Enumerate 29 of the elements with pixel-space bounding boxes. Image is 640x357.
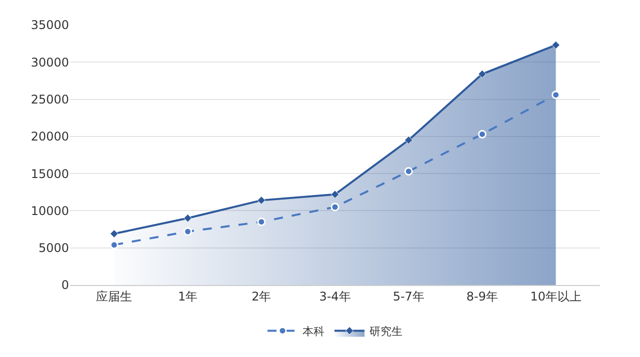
point (330, 202, 340, 212)
point (257, 196, 266, 204)
point (257, 218, 266, 226)
y-tick-label: 5000 (38, 241, 69, 256)
x-tick-label: 2年 (252, 289, 272, 304)
y-tick-label: 35000 (30, 18, 69, 32)
point (404, 136, 413, 144)
point (478, 70, 486, 78)
x-tick-label: 5-7年 (392, 289, 424, 304)
legend-label: 研究生 (370, 324, 402, 338)
x-tick-label: 应届生 (96, 289, 132, 304)
point (110, 230, 118, 238)
y-tick-label: 25000 (30, 92, 69, 106)
y-tick-label: 20000 (30, 130, 69, 144)
x-tick-label: 8-9年 (466, 289, 498, 304)
x-tick-label: 3-4年 (319, 289, 351, 304)
y-tick-label: 30000 (30, 55, 69, 70)
point (552, 40, 560, 50)
y-tick-label: 10000 (30, 204, 69, 218)
point (404, 167, 413, 176)
x-tick-label: 10年以上 (530, 289, 582, 304)
y-tick-label: 15000 (30, 166, 69, 181)
y-tick-label: 0 (61, 278, 69, 292)
point (330, 190, 340, 199)
point (478, 130, 486, 138)
x-tick-label: 1年 (178, 289, 198, 304)
point (184, 227, 192, 236)
point (184, 214, 192, 222)
legend-label: 本科 (302, 324, 324, 338)
